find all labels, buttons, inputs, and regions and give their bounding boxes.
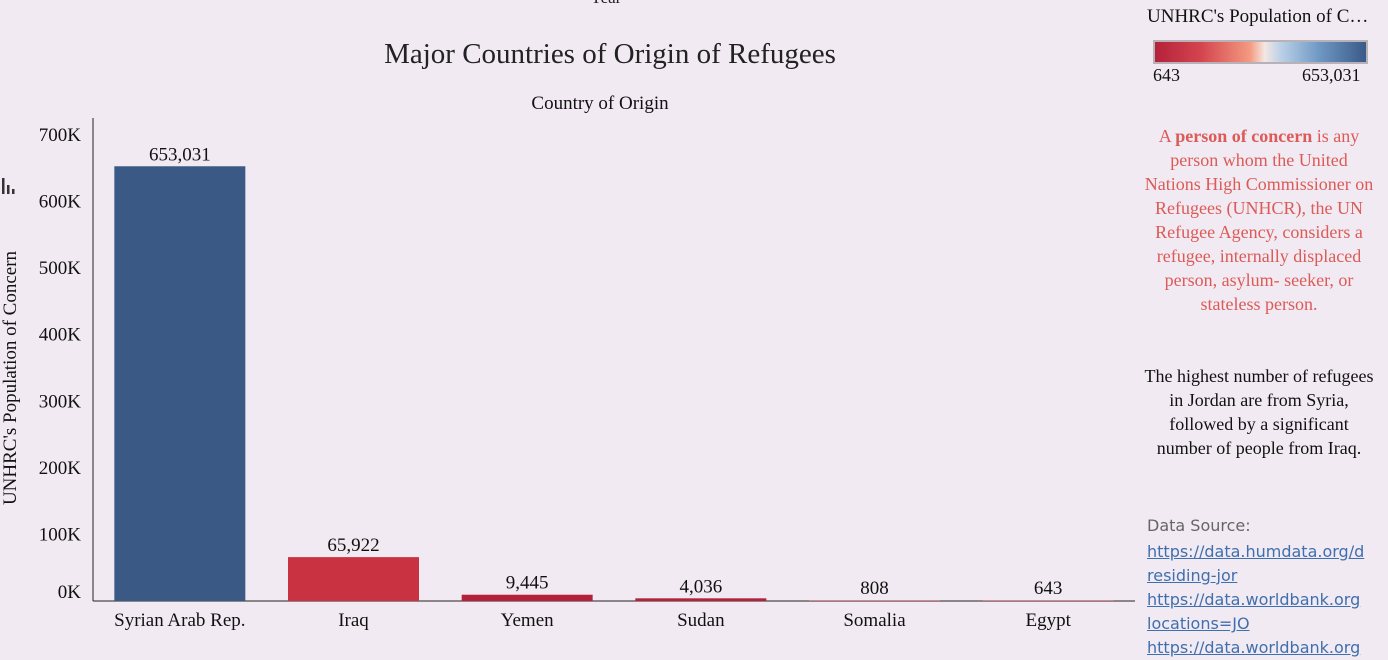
data-label: 65,922 bbox=[327, 535, 379, 556]
x-tick-label: Iraq bbox=[338, 610, 369, 631]
bar bbox=[461, 594, 593, 601]
source-link-1-cont[interactable]: residing-jor bbox=[1147, 566, 1238, 585]
chart-title: Major Countries of Origin of Refugees bbox=[384, 38, 836, 70]
legend-max-label: 653,031 bbox=[1302, 65, 1361, 85]
y-tick-label: 300K bbox=[39, 391, 82, 412]
y-tick-label: 600K bbox=[39, 192, 82, 213]
source-link-1[interactable]: https://data.humdata.org/d bbox=[1147, 542, 1365, 561]
y-tick-label: 0K bbox=[58, 582, 82, 603]
y-tick-label: 100K bbox=[39, 524, 82, 545]
bar bbox=[635, 598, 767, 601]
x-tick-label: Egypt bbox=[1025, 610, 1071, 631]
x-tick-label: Yemen bbox=[501, 610, 554, 631]
definition-note: A person of concern is any person whom t… bbox=[1143, 124, 1375, 316]
data-label: 9,445 bbox=[506, 573, 549, 594]
source-link-2-cont[interactable]: locations=JO bbox=[1147, 614, 1250, 633]
y-tick-label: 400K bbox=[39, 325, 82, 346]
bar bbox=[288, 557, 419, 601]
x-tick-label: Somalia bbox=[843, 610, 906, 631]
source-link-3[interactable]: https://data.worldbank.org bbox=[1147, 638, 1361, 657]
data-source-links: https://data.humdata.org/d residing-jor … bbox=[1147, 540, 1388, 660]
insight-note: The highest number of refugees in Jordan… bbox=[1144, 366, 1374, 458]
bar bbox=[982, 600, 1114, 601]
data-source-label: Data Source: bbox=[1147, 516, 1251, 535]
data-label: 653,031 bbox=[149, 144, 211, 165]
legend-title: UNHRC's Population of C… bbox=[1147, 6, 1369, 27]
y-tick-label: 500K bbox=[39, 258, 82, 279]
y-tick-label: 700K bbox=[39, 125, 82, 146]
source-link-2[interactable]: https://data.worldbank.org bbox=[1147, 590, 1361, 609]
x-tick-label: Syrian Arab Rep. bbox=[114, 610, 245, 631]
data-label: 643 bbox=[1034, 578, 1063, 599]
x-tick-label: Sudan bbox=[677, 610, 725, 631]
year-header-clipped: Year bbox=[590, 0, 621, 8]
color-legend-bar bbox=[1153, 40, 1368, 64]
note-body: is any person whom the United Nations Hi… bbox=[1144, 126, 1374, 314]
bar bbox=[809, 600, 940, 601]
y-tick-label: 200K bbox=[39, 458, 82, 479]
sort-icon[interactable] bbox=[2, 178, 18, 194]
note-prefix: A bbox=[1158, 126, 1176, 146]
chart-subtitle: Country of Origin bbox=[531, 93, 669, 114]
data-label: 808 bbox=[860, 578, 889, 599]
note-term: person of concern bbox=[1175, 126, 1313, 146]
bar-chart: 0K 100K 200K 300K 400K 500K 600K 700K 653,031 Syr… bbox=[39, 118, 1135, 631]
legend-min-label: 643 bbox=[1153, 65, 1180, 85]
data-label: 4,036 bbox=[679, 576, 722, 597]
bar bbox=[114, 166, 246, 601]
